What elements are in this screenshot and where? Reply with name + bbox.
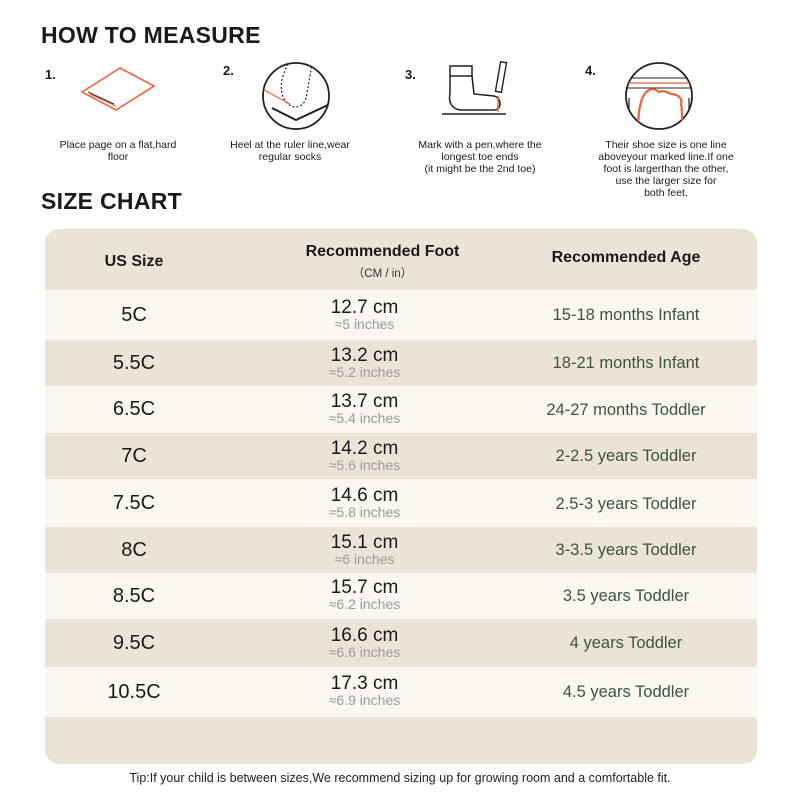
row-foot-cm: 15.7 cm: [330, 577, 399, 598]
step-1-number: 1.: [45, 67, 56, 82]
row-foot: 13.2 cm ≈5.2 inches: [307, 346, 422, 380]
row-us-size: 6.5C: [112, 398, 156, 420]
foot-size-lines-icon: [625, 62, 693, 130]
row-foot-inches: ≈6.9 inches: [328, 692, 401, 708]
table-row: 6.5C 13.7 cm ≈5.4 inches 24-27 months To…: [45, 386, 757, 433]
header-us-size: US Size: [104, 253, 164, 270]
step-2-text: Heel at the ruler line,wear regular sock…: [230, 139, 350, 163]
row-age: 4.5 years Toddler: [562, 683, 690, 701]
row-age: 24-27 months Toddler: [546, 401, 706, 419]
row-foot-cm: 15.1 cm: [330, 532, 399, 553]
table-row: 7.5C 14.6 cm ≈5.8 inches 2.5-3 years Tod…: [45, 479, 757, 527]
row-us-size: 7.5C: [112, 492, 156, 514]
table-row: 8C 15.1 cm ≈6 inches 3-3.5 years Toddler: [45, 527, 757, 573]
row-foot: 15.7 cm ≈6.2 inches: [307, 578, 422, 612]
row-foot-inches: ≈5.4 inches: [328, 410, 401, 426]
row-foot-inches: ≈5.8 inches: [328, 504, 401, 520]
header-recommended-age: Recommended Age: [551, 249, 701, 266]
row-us-size: 10.5C: [107, 681, 161, 703]
row-age: 2.5-3 years Toddler: [555, 495, 697, 513]
row-us-size: 9.5C: [112, 632, 156, 654]
row-foot: 17.3 cm ≈6.9 inches: [307, 674, 422, 708]
row-foot-inches: ≈5.6 inches: [328, 457, 401, 473]
table-row: 10.5C 17.3 cm ≈6.9 inches 4.5 years Todd…: [45, 667, 757, 717]
row-foot: 12.7 cm ≈5 inches: [307, 298, 422, 332]
row-us-size: 5C: [121, 304, 147, 326]
row-foot-cm: 13.7 cm: [330, 391, 399, 412]
row-foot-cm: 17.3 cm: [330, 673, 399, 694]
row-foot: 15.1 cm ≈6 inches: [307, 533, 422, 567]
row-foot-inches: ≈6.6 inches: [328, 644, 401, 660]
table-row: 5C 12.7 cm ≈5 inches 15-18 months Infant: [45, 290, 757, 340]
step-2-number: 2.: [223, 63, 234, 78]
row-us-size: 5.5C: [112, 352, 156, 374]
row-foot-cm: 13.2 cm: [330, 345, 399, 366]
paper-on-floor-icon: [80, 67, 156, 111]
step-4-number: 4.: [585, 63, 596, 78]
row-age: 4 years Toddler: [569, 634, 683, 652]
row-age: 18-21 months Infant: [552, 354, 700, 372]
row-us-size: 8C: [121, 539, 147, 561]
row-foot: 16.6 cm ≈6.6 inches: [307, 626, 422, 660]
header-foot-units: （CM / in）: [352, 268, 413, 280]
sizing-tip: Tip:If your child is between sizes,We re…: [129, 771, 671, 785]
table-row: 5.5C 13.2 cm ≈5.2 inches 18-21 months In…: [45, 340, 757, 386]
how-to-measure-title: HOW TO MEASURE: [41, 22, 261, 48]
row-foot-inches: ≈6 inches: [334, 551, 395, 567]
row-us-size: 8.5C: [112, 585, 156, 607]
size-chart-title: SIZE CHART: [41, 188, 182, 214]
step-1-text: Place page on a flat,hard floor: [59, 139, 177, 163]
step-3-text: Mark with a pen,where the longest toe en…: [418, 139, 542, 175]
table-row: 9.5C 16.6 cm ≈6.6 inches 4 years Toddler: [45, 619, 757, 667]
row-age: 2-2.5 years Toddler: [555, 447, 697, 465]
header-foot-label: Recommended Foot: [305, 243, 460, 260]
row-foot-inches: ≈6.2 inches: [328, 596, 401, 612]
row-us-size: 7C: [121, 445, 147, 467]
row-age: 15-18 months Infant: [552, 306, 700, 324]
row-foot-inches: ≈5.2 inches: [328, 364, 401, 380]
row-foot-inches: ≈5 inches: [334, 316, 395, 332]
table-row: 8.5C 15.7 cm ≈6.2 inches 3.5 years Toddl…: [45, 573, 757, 619]
row-age: 3.5 years Toddler: [562, 587, 690, 605]
row-age: 3-3.5 years Toddler: [555, 541, 697, 559]
row-foot-cm: 16.6 cm: [330, 625, 399, 646]
row-foot-cm: 12.7 cm: [330, 297, 399, 318]
step-4-text: Their shoe size is one line aboveyour ma…: [598, 139, 734, 199]
row-foot: 14.2 cm ≈5.6 inches: [307, 439, 422, 473]
table-header: US Size Recommended Foot （CM / in） Recom…: [45, 229, 757, 289]
step-3-number: 3.: [405, 67, 416, 82]
heel-on-ruler-icon: [262, 62, 330, 130]
size-chart-table: US Size Recommended Foot （CM / in） Recom…: [45, 229, 757, 764]
row-foot: 14.6 cm ≈5.8 inches: [307, 486, 422, 520]
row-foot-cm: 14.2 cm: [330, 438, 399, 459]
row-foot-cm: 14.6 cm: [330, 485, 399, 506]
row-foot: 13.7 cm ≈5.4 inches: [307, 392, 422, 426]
table-row: 7C 14.2 cm ≈5.6 inches 2-2.5 years Toddl…: [45, 433, 757, 479]
header-recommended-foot: Recommended Foot （CM / in）: [245, 243, 520, 281]
sock-pen-mark-icon: [442, 60, 508, 115]
